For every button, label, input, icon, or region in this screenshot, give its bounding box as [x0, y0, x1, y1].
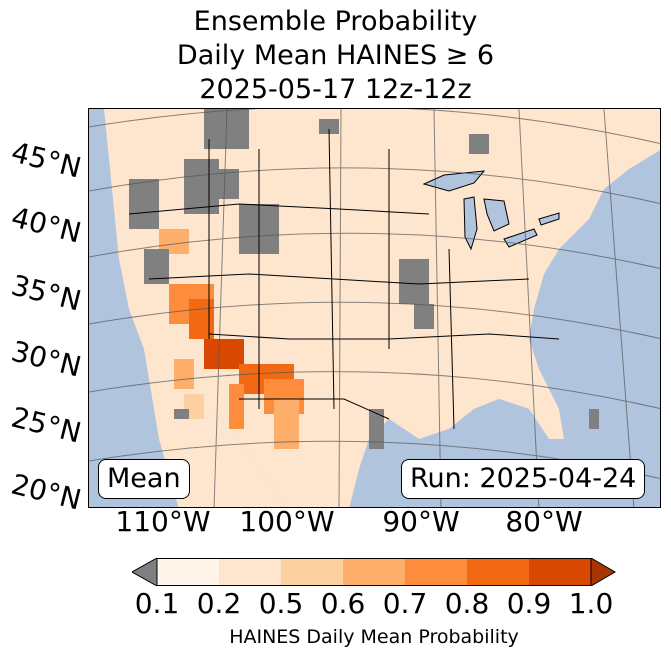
- colorbar-segment: [281, 558, 343, 586]
- title-line-1: Ensemble Probability: [193, 6, 478, 37]
- colorbar-segment: [529, 558, 591, 586]
- colorbar-tick-7: 1.0: [568, 587, 614, 620]
- run-box: Run: 2025-04-24: [401, 459, 646, 499]
- colorbar: [132, 558, 616, 586]
- colorbar-segment: [467, 558, 529, 586]
- title-line-2: Daily Mean HAINES ≥ 6: [176, 40, 495, 71]
- lat-label-40: 40°N: [8, 200, 85, 250]
- colorbar-tick-4: 0.7: [382, 587, 428, 620]
- lat-label-25: 25°N: [8, 400, 85, 450]
- graticule: [89, 109, 660, 507]
- colorbar-tick-0: 0.1: [134, 587, 180, 620]
- lat-label-30: 30°N: [8, 334, 85, 384]
- colorbar-tick-1: 0.2: [196, 587, 242, 620]
- map-svg: [89, 109, 660, 507]
- lon-label-80: 80°W: [505, 505, 583, 538]
- colorbar-label: HAINES Daily Mean Probability: [229, 626, 519, 648]
- colorbar-segment: [219, 558, 281, 586]
- missing-data-patches: [129, 109, 599, 449]
- lake-superior: [422, 170, 486, 192]
- probability-patches: [159, 229, 304, 449]
- colorbar-segment: [343, 558, 405, 586]
- map-panel: Mean Run: 2025-04-24: [88, 108, 661, 508]
- colorbar-tick-5: 0.8: [444, 587, 490, 620]
- lake-ontario: [538, 212, 560, 226]
- lon-label-90: 90°W: [382, 505, 460, 538]
- lat-label-35: 35°N: [8, 268, 85, 318]
- lon-label-100: 100°W: [239, 505, 335, 538]
- colorbar-tick-2: 0.5: [258, 587, 304, 620]
- colorbar-under-arrow: [132, 558, 158, 586]
- stat-box: Mean: [98, 459, 190, 499]
- lon-label-110: 110°W: [115, 505, 211, 538]
- colorbar-tick-3: 0.6: [320, 587, 366, 620]
- colorbar-segment: [157, 558, 219, 586]
- colorbar-segment: [405, 558, 467, 586]
- colorbar-border: [156, 558, 592, 586]
- lake-huron: [483, 198, 510, 232]
- lat-label-20: 20°N: [8, 467, 85, 517]
- lat-label-45: 45°N: [8, 135, 85, 185]
- colorbar-tick-6: 0.9: [506, 587, 552, 620]
- colorbar-over-arrow: [590, 558, 616, 586]
- state-borders: [128, 128, 560, 430]
- title-line-3: 2025-05-17 12z-12z: [199, 74, 472, 105]
